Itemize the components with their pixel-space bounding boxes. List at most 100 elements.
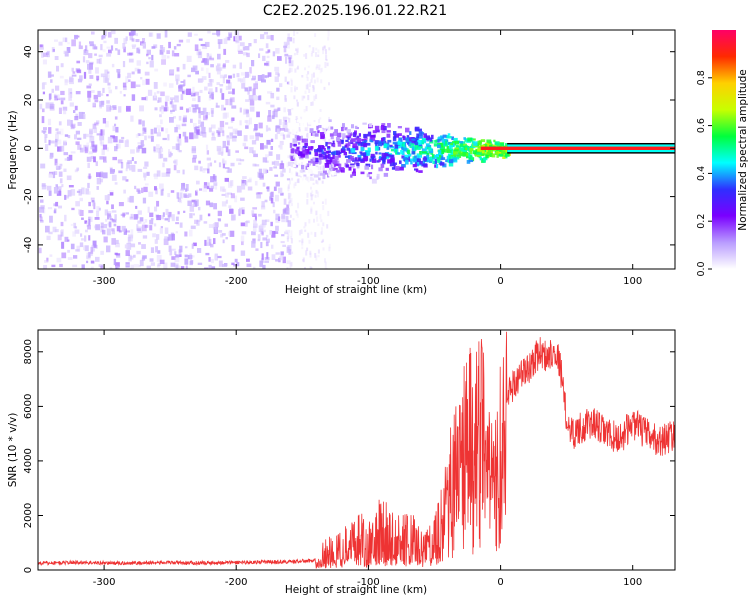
spectrogram-cell xyxy=(418,131,423,136)
spectrogram-cell xyxy=(446,136,452,139)
spectrogram-cell xyxy=(79,242,84,248)
spectrogram-cell xyxy=(429,140,434,144)
spectrogram-cell xyxy=(489,152,493,157)
spectrogram-cell xyxy=(73,222,77,229)
spectrogram-cell xyxy=(145,78,150,85)
spectrogram-cell xyxy=(295,48,297,52)
spectrogram-cell xyxy=(400,150,403,155)
spectrogram-cell xyxy=(178,249,182,254)
spectrogram-cell xyxy=(88,216,93,223)
spectrogram-cell xyxy=(262,237,267,241)
spectrogram-cell xyxy=(106,147,109,152)
spectrogram-cell xyxy=(323,86,326,90)
spectrogram-cell xyxy=(389,144,393,147)
spectrogram-cell xyxy=(207,168,210,174)
spectrogram-cell xyxy=(317,191,319,198)
spectrogram-cell xyxy=(79,75,83,81)
spectrogram-cell xyxy=(60,90,65,96)
spectrogram-cell xyxy=(209,94,212,99)
spectrogram-cell xyxy=(142,120,145,127)
spectrogram-cell xyxy=(209,162,213,167)
spectrogram-cell xyxy=(450,150,454,156)
spectrogram-cell xyxy=(193,200,198,207)
y-tick-label: 8000 xyxy=(23,339,34,364)
spectrogram-cell xyxy=(228,181,233,188)
spectrogram-cell xyxy=(260,242,263,249)
spectrogram-cell xyxy=(39,206,44,213)
spectrogram-cell xyxy=(203,58,208,64)
spectrogram-cell xyxy=(288,109,292,116)
spectrogram-cell xyxy=(286,178,291,181)
spectrogram-cell xyxy=(222,140,227,148)
spectrogram-cell xyxy=(375,142,378,147)
spectrogram-cell xyxy=(450,142,454,146)
spectrogram-cell xyxy=(114,182,118,185)
spectrogram-cell xyxy=(234,130,239,135)
spectrogram-cell xyxy=(185,246,188,249)
spectrogram-cell xyxy=(193,109,197,114)
x-tick-label: -200 xyxy=(225,276,248,287)
spectrogram-x-axis: -300 -200 -100 0 100 xyxy=(93,30,642,287)
spectrogram-cell xyxy=(208,224,214,228)
spectrogram-cell xyxy=(441,157,446,160)
spectrogram-cell xyxy=(135,84,141,87)
spectrogram-cell xyxy=(314,253,317,258)
spectrogram-cell xyxy=(414,159,419,163)
spectrogram-cell xyxy=(90,197,95,200)
spectrogram-cell xyxy=(143,172,147,178)
spectrogram-cell xyxy=(403,157,408,160)
spectrogram-cell xyxy=(96,58,101,64)
spectrogram-cell xyxy=(209,55,212,59)
spectrogram-cell xyxy=(198,206,201,211)
spectrogram-cell xyxy=(298,151,303,156)
spectrogram-cell xyxy=(237,44,240,49)
spectrogram-cell xyxy=(174,95,179,103)
spectrogram-cell xyxy=(314,33,317,37)
spectrogram-cell xyxy=(95,256,100,262)
spectrogram-cell xyxy=(436,157,441,161)
spectrogram-cell xyxy=(386,154,391,157)
spectrogram-cell xyxy=(411,147,417,151)
spectrogram-cell xyxy=(78,189,82,196)
spectrogram-frame xyxy=(37,29,676,270)
spectrogram-cell xyxy=(200,111,205,116)
spectrogram-cell xyxy=(392,141,398,145)
spectrogram-cell xyxy=(90,250,93,256)
spectrogram-cell xyxy=(39,103,43,110)
spectrogram-cell xyxy=(40,219,44,223)
spectrogram-cell xyxy=(109,267,113,269)
spectrogram-cell xyxy=(222,160,227,165)
spectrogram-cell xyxy=(399,166,404,171)
spectrogram-cell xyxy=(315,94,318,100)
spectrogram-cell xyxy=(389,158,395,163)
spectrogram-cell xyxy=(153,223,157,227)
spectrogram-cell xyxy=(156,90,160,94)
spectrogram-cell xyxy=(294,160,298,165)
spectrogram-cell xyxy=(273,110,278,118)
spectrogram-cell xyxy=(290,163,296,168)
spectrogram-cell xyxy=(150,128,154,135)
spectrogram-cell xyxy=(67,249,70,253)
spectrogram-cell xyxy=(100,129,103,136)
spectrogram-cell xyxy=(78,45,83,50)
spectrogram-cell xyxy=(378,167,383,172)
spectrogram-cell xyxy=(423,156,427,159)
spectrogram-cell xyxy=(135,39,140,43)
spectrogram-cell xyxy=(127,72,132,78)
spectrogram-cell xyxy=(309,173,315,176)
spectrogram-cell xyxy=(499,142,505,147)
spectrogram-cell xyxy=(241,207,245,211)
spectrogram-cell xyxy=(291,119,297,124)
spectrogram-cell xyxy=(354,125,358,129)
spectrogram-cell xyxy=(125,250,130,257)
spectrogram-cell xyxy=(179,192,183,199)
spectrogram-cell xyxy=(99,173,103,178)
spectrogram-cell xyxy=(56,190,62,196)
spectrogram-cell xyxy=(158,151,162,159)
spectrogram-cell xyxy=(266,139,271,145)
spectrogram-cell xyxy=(299,156,304,160)
spectrogram-cell xyxy=(180,94,184,101)
spectrogram-cell xyxy=(130,255,134,260)
spectrogram-cell xyxy=(85,60,90,64)
